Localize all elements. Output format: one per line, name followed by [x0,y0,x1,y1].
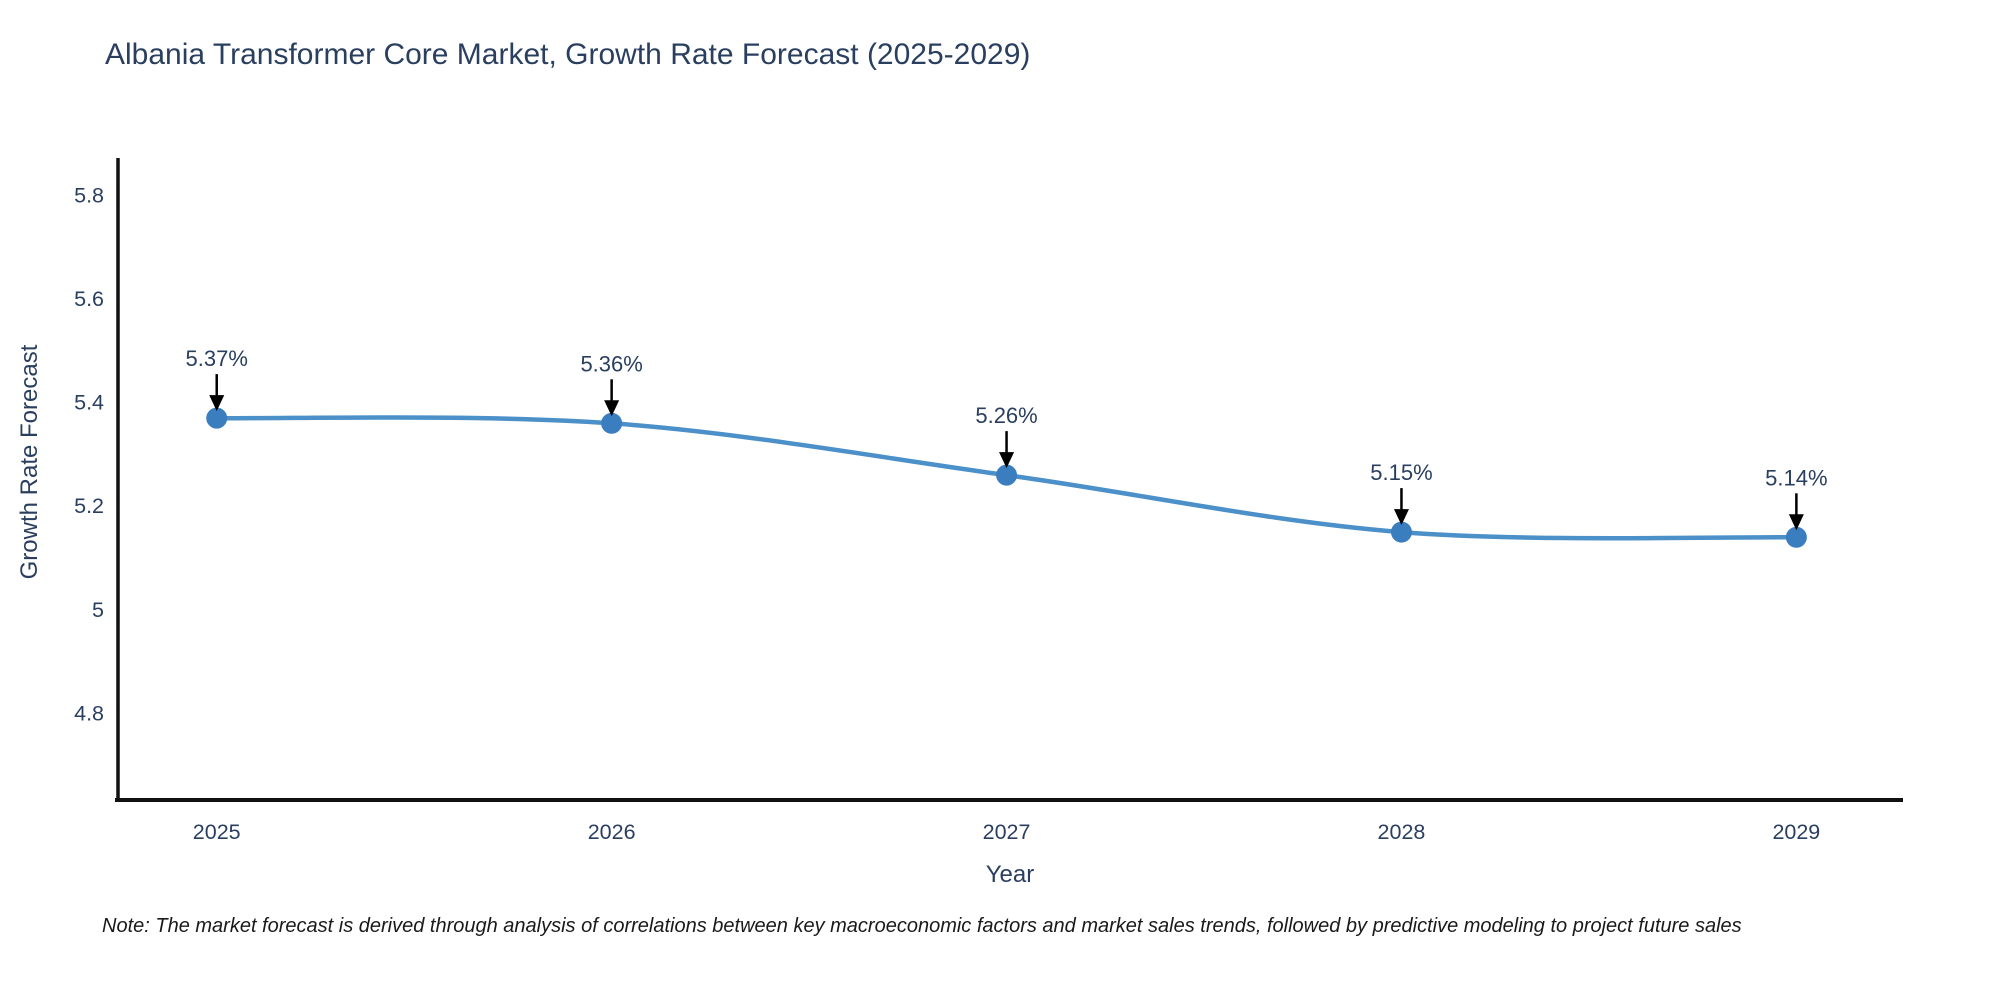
data-point-marker [1785,526,1807,548]
y-tick-label: 4.8 [74,701,104,725]
x-tick-label: 2025 [193,820,241,844]
x-tick-label: 2029 [1772,820,1820,844]
point-value-label: 5.36% [580,351,642,376]
annotation-arrowhead [1393,509,1409,526]
annotation-arrowhead [209,395,225,412]
point-value-label: 5.26% [975,403,1037,428]
y-tick-label: 5.8 [74,183,104,207]
data-point-marker [206,407,228,429]
footnote-text: Note: The market forecast is derived thr… [102,915,1742,937]
y-tick-label: 5.4 [74,391,104,415]
point-value-label: 5.15% [1370,460,1432,485]
data-point-marker [601,412,623,434]
data-point-marker [1390,521,1412,543]
y-tick-label: 5 [92,598,104,622]
point-value-label: 5.37% [186,346,248,371]
annotation-arrowhead [1788,514,1804,531]
chart-title: Albania Transformer Core Market, Growth … [105,38,1031,71]
annotation-arrowhead [604,400,620,417]
x-tick-label: 2026 [588,820,636,844]
x-axis-title: Year [985,861,1035,888]
data-point-marker [996,464,1018,486]
x-tick-label: 2027 [983,820,1031,844]
point-value-label: 5.14% [1765,465,1827,490]
y-tick-label: 5.6 [74,287,104,311]
y-tick-label: 5.2 [74,494,104,518]
annotation-arrowhead [999,452,1015,469]
x-tick-label: 2028 [1378,820,1426,844]
y-axis-title: Growth Rate Forecast [16,344,43,580]
